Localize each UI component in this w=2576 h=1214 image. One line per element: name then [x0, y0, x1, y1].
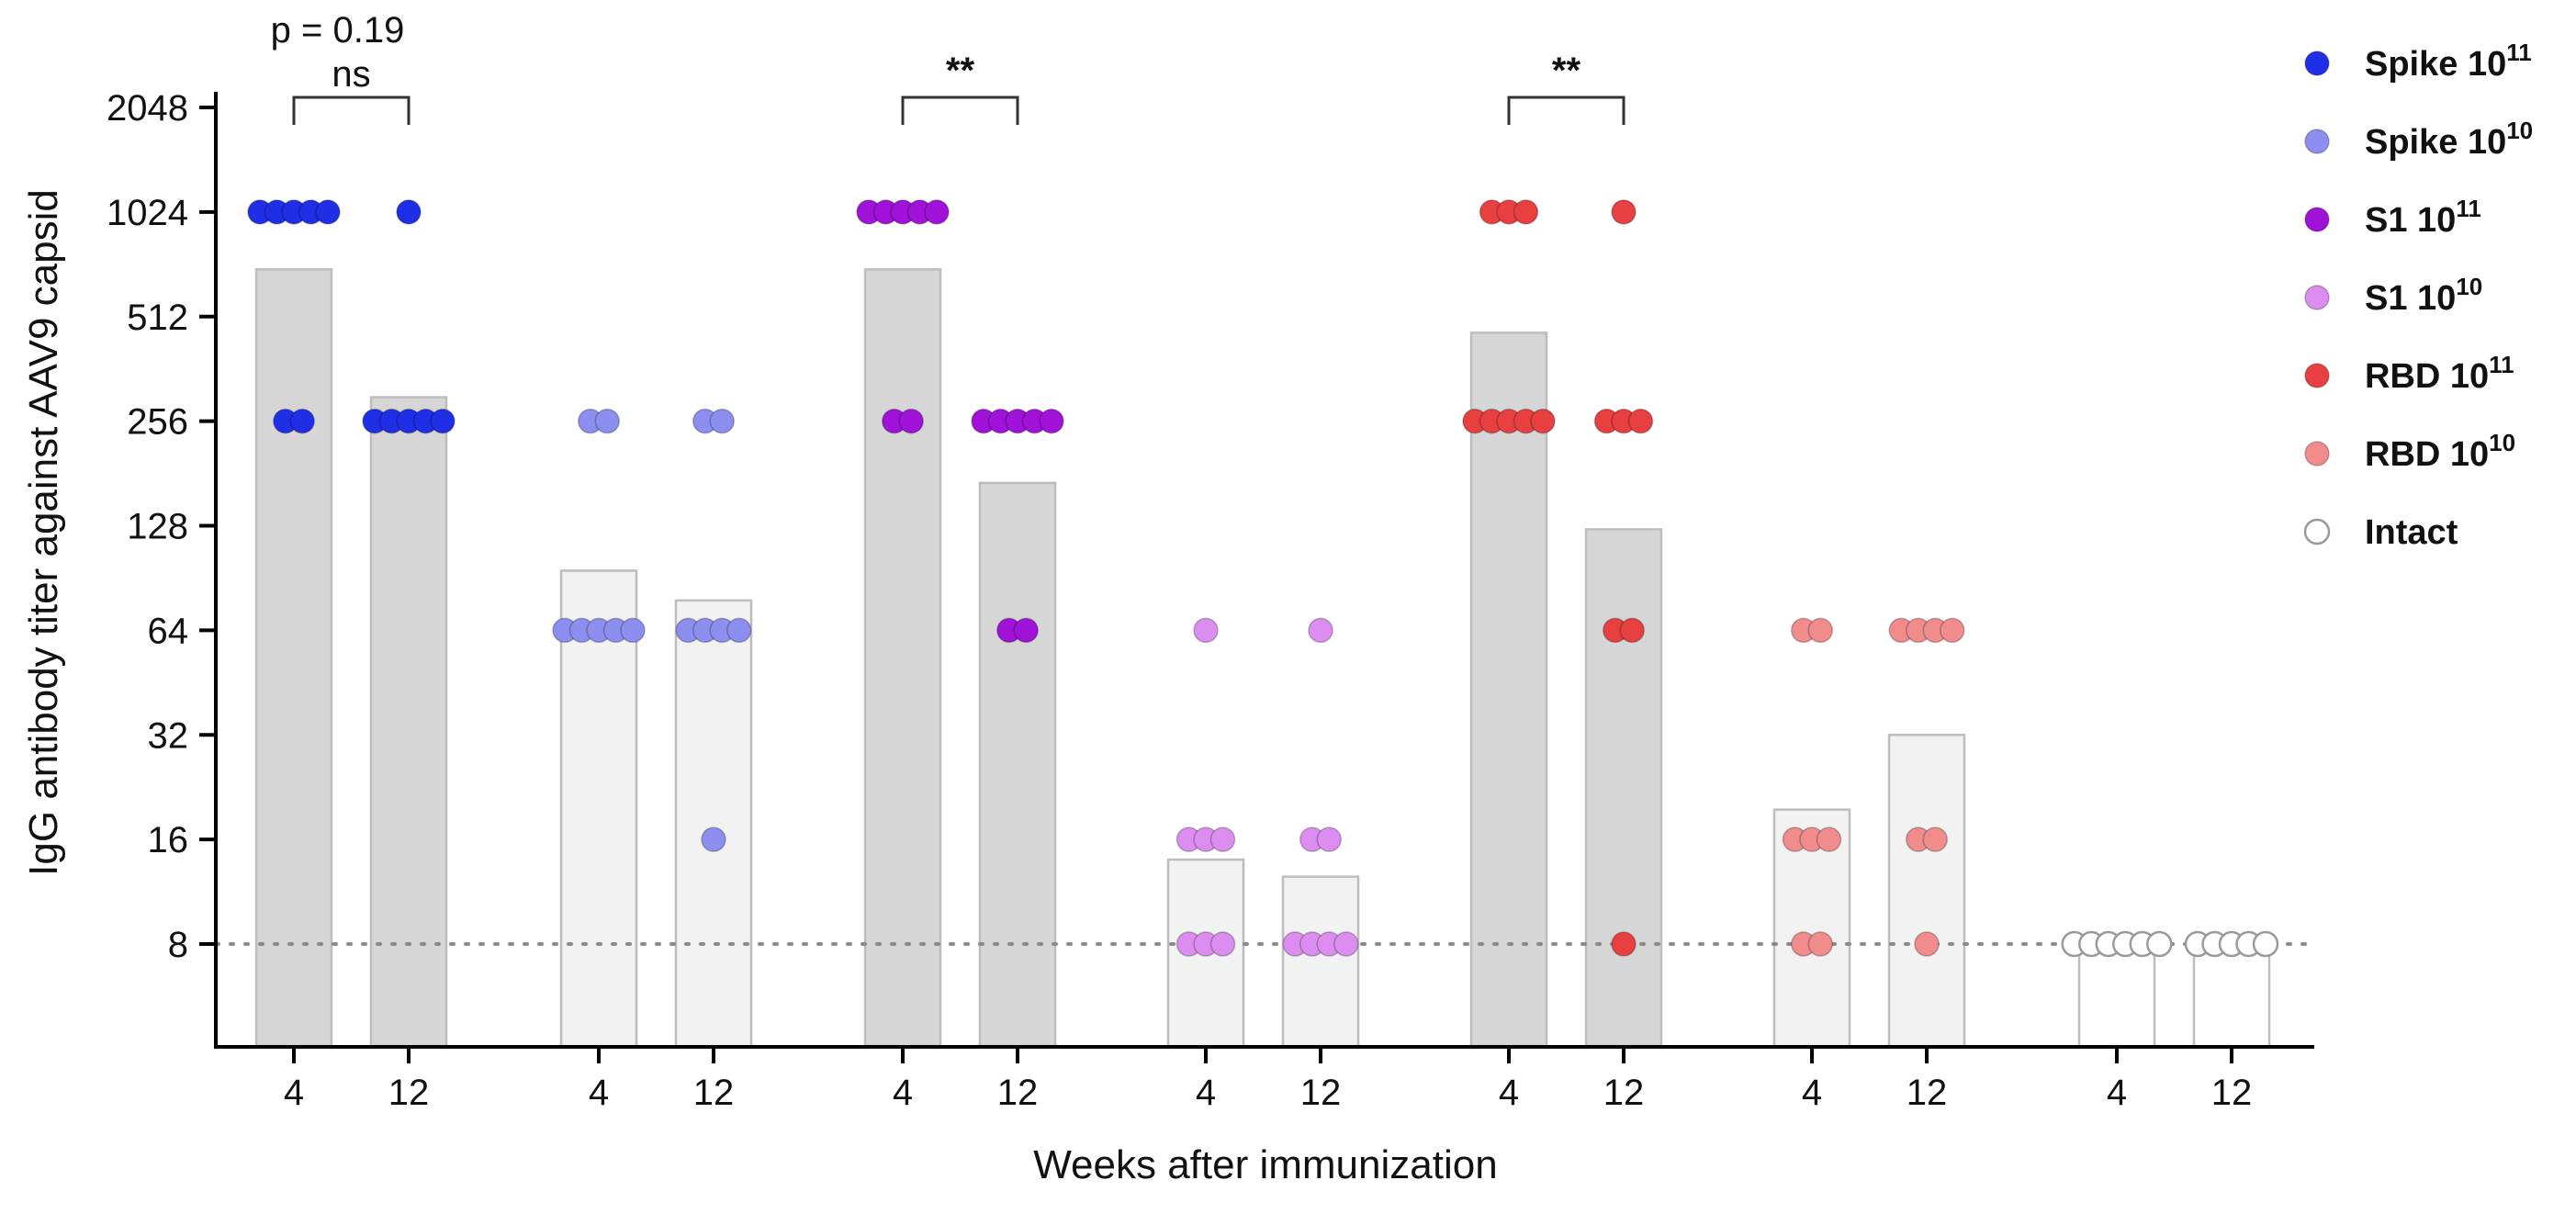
legend-label: Spike 1011: [2365, 39, 2532, 84]
p-value-label: p = 0.19: [271, 10, 405, 51]
x-tick-label: 12: [1300, 1073, 1342, 1113]
bar: [2077, 942, 2156, 1049]
legend-marker: [2304, 51, 2330, 76]
significance-label: **: [1552, 51, 1581, 91]
data-point: [2146, 930, 2173, 958]
x-tick-label: 4: [589, 1073, 609, 1113]
legend-exponent: 11: [2506, 39, 2532, 66]
data-point: [1308, 617, 1333, 644]
x-tick-label: 4: [284, 1073, 304, 1113]
bar: [1584, 528, 1663, 1049]
y-tick-label: 1024: [107, 193, 188, 233]
legend-label: Spike 1010: [2365, 117, 2533, 162]
legend-label: Intact: [2365, 513, 2458, 552]
bar: [863, 268, 942, 1049]
data-point: [1513, 199, 1539, 225]
y-axis-title: IgG antibody titer against AAV9 capsid: [21, 189, 66, 876]
y-tick-label: 128: [127, 507, 188, 547]
data-point: [2252, 930, 2279, 958]
legend-marker: [2303, 518, 2331, 545]
legend-label: S1 1010: [2365, 273, 2482, 318]
legend-marker: [2304, 285, 2330, 310]
data-point: [1333, 931, 1359, 957]
data-point: [1316, 826, 1342, 852]
data-point: [396, 199, 422, 225]
legend-marker: [2304, 207, 2330, 232]
x-tick-label: 4: [2107, 1073, 2127, 1113]
y-tick-label: 256: [127, 402, 188, 443]
data-point: [1193, 617, 1219, 644]
legend-marker: [2304, 441, 2330, 466]
data-point: [1039, 408, 1064, 434]
y-tick-label: 2048: [107, 88, 188, 129]
bar: [1469, 332, 1548, 1049]
data-point: [1209, 826, 1236, 852]
significance-bracket: [901, 96, 1019, 125]
legend-label: RBD 1011: [2365, 351, 2514, 396]
y-tick-label: 16: [148, 820, 189, 860]
data-point: [1619, 617, 1645, 644]
x-tick-label: 12: [997, 1073, 1039, 1113]
x-tick-label: 12: [1907, 1073, 1948, 1113]
x-tick-label: 4: [893, 1073, 913, 1113]
bar: [369, 396, 448, 1049]
bar: [254, 268, 333, 1049]
data-point: [1530, 408, 1556, 434]
data-point: [701, 826, 726, 852]
legend-label: RBD 1010: [2365, 429, 2515, 474]
y-tick-label: 8: [168, 925, 188, 965]
data-point: [1611, 931, 1637, 957]
y-tick-label: 64: [148, 611, 189, 651]
data-point: [709, 408, 735, 434]
x-tick-label: 4: [1802, 1073, 1822, 1113]
bar: [978, 481, 1057, 1049]
x-tick-label: 4: [1499, 1073, 1519, 1113]
significance-label: **: [946, 51, 975, 91]
legend-exponent: 10: [2456, 273, 2482, 300]
data-point: [1209, 931, 1236, 957]
significance-bracket: [1507, 96, 1625, 125]
legend-label: S1 1011: [2365, 195, 2481, 240]
data-point: [1611, 199, 1637, 225]
x-tick-label: 12: [1603, 1073, 1645, 1113]
legend-exponent: 10: [2489, 429, 2515, 456]
data-point: [1940, 617, 1965, 644]
legend-exponent: 11: [2456, 195, 2481, 222]
y-tick-label: 512: [127, 298, 188, 338]
x-tick-label: 12: [388, 1073, 430, 1113]
data-point: [924, 199, 950, 225]
data-point: [1807, 617, 1833, 644]
bar: [2192, 942, 2271, 1049]
data-point: [726, 617, 752, 644]
x-tick-label: 12: [2211, 1073, 2253, 1113]
bar: [1281, 875, 1360, 1049]
data-point: [620, 617, 646, 644]
bar: [1887, 734, 1966, 1049]
legend-marker: [2304, 363, 2330, 388]
bar: [559, 569, 638, 1049]
significance-bracket: [292, 96, 411, 125]
data-point: [1627, 408, 1654, 434]
data-point: [898, 408, 924, 434]
data-point: [1013, 617, 1039, 644]
legend-marker: [2304, 129, 2330, 154]
data-point: [289, 408, 315, 434]
legend-exponent: 10: [2506, 117, 2533, 144]
data-point: [594, 408, 620, 434]
x-axis-title: Weeks after immunization: [1033, 1142, 1497, 1187]
significance-label: ns: [332, 54, 370, 95]
data-point: [1816, 826, 1842, 852]
data-point: [1807, 931, 1833, 957]
data-point: [430, 408, 456, 434]
legend-exponent: 11: [2489, 351, 2514, 378]
x-tick-label: 12: [693, 1073, 735, 1113]
data-point: [315, 199, 341, 225]
x-tick-label: 4: [1196, 1073, 1216, 1113]
bar: [674, 599, 753, 1049]
data-point: [1914, 931, 1940, 957]
y-tick-label: 32: [148, 715, 189, 756]
data-point: [1922, 826, 1948, 852]
